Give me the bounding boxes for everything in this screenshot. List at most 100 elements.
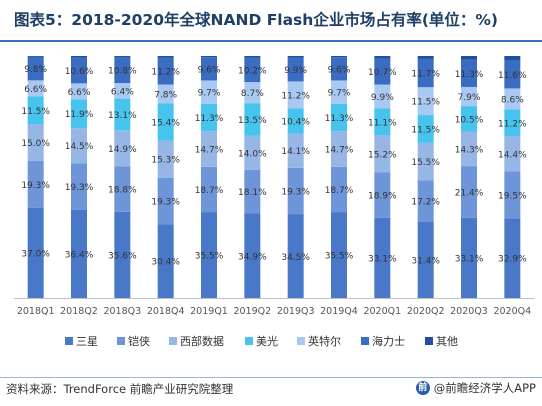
bar-segment-2019Q2-铠侠 [244,169,261,214]
bar-segment-2019Q4-英特尔 [331,80,347,104]
data-label: 10.8% [108,67,137,77]
data-label: 9.9% [371,93,394,103]
bar-segment-2019Q1-其他 [201,56,217,58]
chart-title: 图表5：2018-2020年全球NAND Flash企业市场占有率(单位：%) [14,11,499,29]
bar-segment-2018Q2-海力士 [71,57,87,84]
data-label: 13.1% [108,111,137,121]
data-label: 18.8% [108,186,137,196]
data-label: 37.0% [21,249,50,259]
data-label: 13.5% [238,116,267,126]
bar-segment-2019Q4-海力士 [331,57,347,81]
bar-segment-2019Q1-三星 [201,212,217,298]
legend-label: 铠侠 [128,334,150,348]
bar-segment-2020Q1-美光 [374,108,391,136]
data-label: 14.4% [498,150,527,160]
data-label: 8.6% [501,95,524,105]
data-label: 11.2% [151,68,180,78]
footer-divider [0,377,542,378]
bar-segment-2018Q3-三星 [114,211,131,298]
data-label: 14.0% [238,149,267,159]
bar-segment-2020Q2-海力士 [417,58,434,88]
data-label: 11.7% [411,70,440,80]
legend-swatch-英特尔 [297,337,305,345]
data-label: 15.0% [21,139,50,149]
data-label: 36.4% [65,250,94,260]
data-label: 14.9% [108,145,137,155]
bar-segment-2020Q2-美光 [417,115,434,143]
legend-swatch-其他 [425,337,433,345]
x-tick-label: 2019Q3 [277,306,315,317]
legend-swatch-西部数据 [169,337,177,345]
data-label: 11.2% [281,91,310,101]
legend-label: 其他 [436,335,458,348]
data-label: 19.3% [151,198,180,208]
bar-segment-2019Q3-铠侠 [287,167,304,215]
bar-segment-2019Q1-西部数据 [201,131,217,167]
data-label: 18.7% [325,186,354,196]
data-label: 14.1% [281,147,310,157]
data-label: 7.9% [458,93,481,103]
x-tick-label: 2019Q2 [233,306,271,317]
bar-segment-2019Q1-英特尔 [201,80,217,104]
bar-segment-2019Q2-三星 [244,213,261,298]
source-note: 资料来源：TrendForce 前瞻产业研究院整理 [6,382,234,396]
bar-segment-2019Q4-铠侠 [331,166,347,213]
data-label: 19.5% [498,191,527,201]
x-tick-label: 2020Q2 [407,306,445,317]
bar-segment-2019Q2-英特尔 [244,82,261,104]
bar-segment-2020Q3-三星 [461,217,477,298]
bar-segment-2018Q1-海力士 [27,56,44,81]
bar-segment-2018Q2-美光 [71,99,87,129]
bar-segment-2020Q1-铠侠 [374,172,391,218]
legend-swatch-三星 [65,337,73,345]
bar-segment-2018Q1-三星 [27,207,44,298]
bar-segment-2020Q4-海力士 [504,60,521,89]
bar-segment-2019Q4-三星 [331,212,347,298]
x-tick-label: 2018Q4 [147,306,185,317]
bar-segment-2020Q3-美光 [461,106,477,132]
data-label: 11.5% [21,107,50,117]
bar-segment-2019Q4-西部数据 [331,131,347,167]
bar-segment-2018Q2-西部数据 [71,128,87,164]
bar-segment-2019Q3-海力士 [287,57,304,82]
data-label: 18.9% [368,192,397,202]
title-divider [0,40,542,42]
x-tick-label: 2018Q2 [60,306,98,317]
data-label: 17.2% [411,198,440,208]
bar-segment-2020Q2-三星 [417,222,434,298]
data-label: 30.4% [151,258,180,268]
legend-label: 海力士 [372,334,405,348]
bar-segment-2018Q3-海力士 [114,56,131,84]
data-label: 10.4% [281,118,310,128]
legend-swatch-铠侠 [117,337,125,345]
bar-segment-2019Q4-美光 [331,103,347,132]
data-label: 10.6% [65,67,94,77]
data-label: 33.1% [368,254,397,264]
x-tick-label: 2019Q1 [190,306,228,317]
data-label: 35.6% [108,251,137,261]
data-label: 19.3% [21,181,50,191]
legend-label: 英特尔 [308,334,341,348]
data-label: 15.5% [411,158,440,168]
stacked-bar-chart: 37.0% 19.3% 15.0% 11.5% 6.6% 9.8% 2018Q1 36.4% 1… [14,56,534,348]
data-label: 14.5% [65,142,94,152]
data-label: 15.2% [368,150,397,160]
bar-segment-2018Q4-海力士 [157,57,174,85]
data-label: 10.5% [455,115,484,125]
data-label: 14.7% [195,146,224,156]
bar-segment-2020Q1-三星 [374,217,391,298]
data-label: 14.3% [455,145,484,155]
bar-segment-2019Q1-海力士 [201,57,217,81]
data-label: 6.6% [68,88,91,98]
legend-label: 西部数据 [180,334,224,348]
bar-segment-2018Q3-西部数据 [114,130,131,167]
data-label: 35.5% [325,252,354,262]
data-label: 8.7% [241,89,264,99]
legend-swatch-美光 [245,337,253,345]
data-label: 9.7% [328,89,351,99]
brand-credit: 前 @前瞻经济学人APP [415,380,536,396]
bar-segment-2018Q4-美光 [157,103,174,141]
bar-segment-2019Q3-英特尔 [287,81,304,109]
bar-segment-2018Q4-英特尔 [157,84,174,104]
data-label: 14.7% [325,146,354,156]
